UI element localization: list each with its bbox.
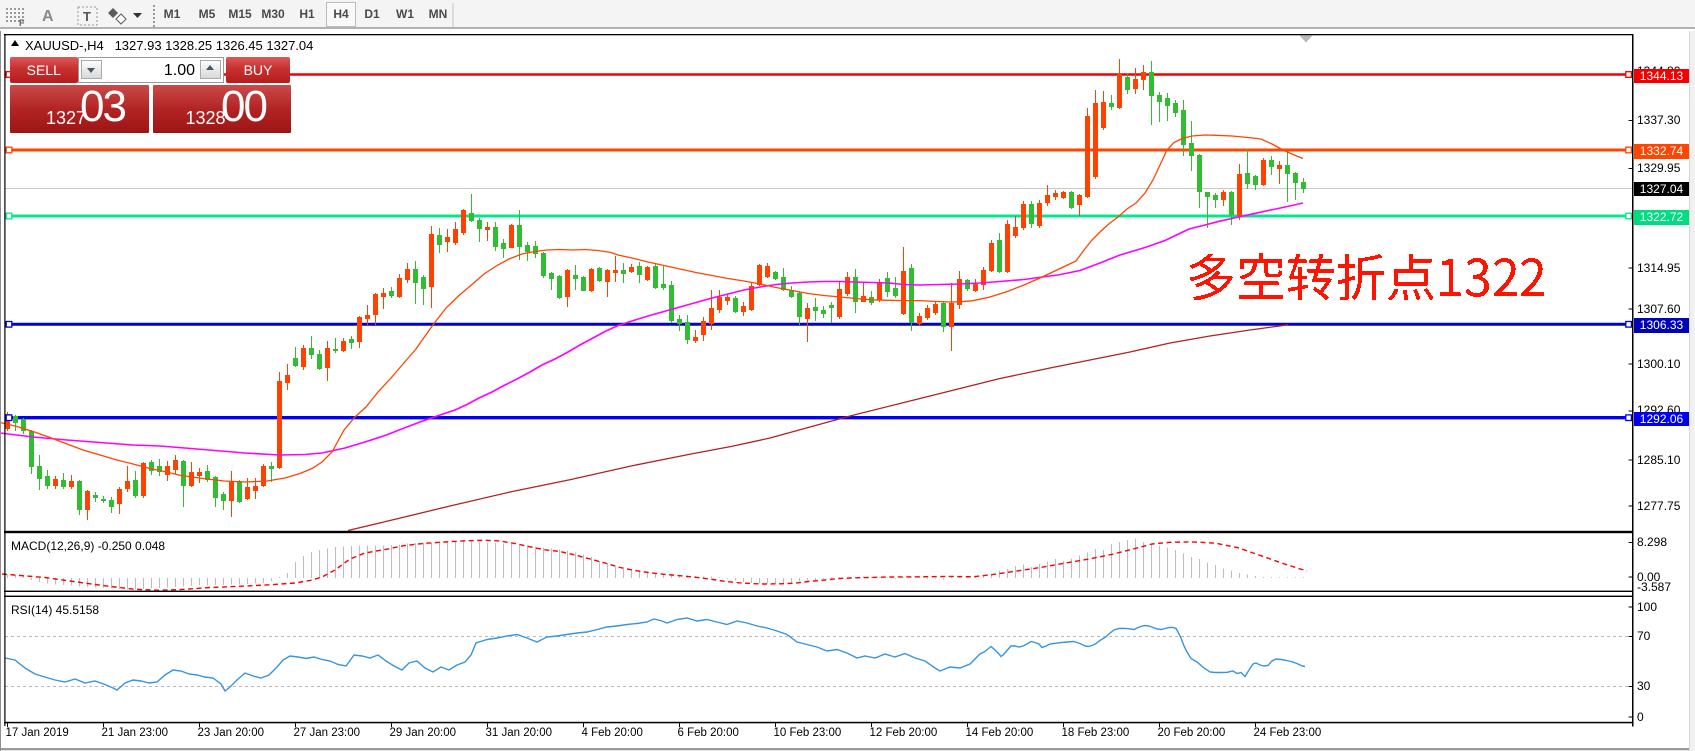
svg-text:T: T [83,9,91,24]
svg-text:A: A [42,8,54,25]
svg-text:F: F [19,18,25,28]
